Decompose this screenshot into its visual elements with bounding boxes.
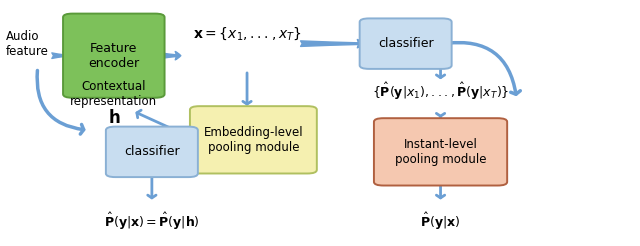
Text: Embedding-level
pooling module: Embedding-level pooling module	[204, 126, 303, 154]
Text: $\mathbf{h}$: $\mathbf{h}$	[108, 109, 120, 127]
FancyBboxPatch shape	[360, 18, 452, 69]
Text: $\{\hat{\mathbf{P}}(\mathbf{y}|x_1), ..., \hat{\mathbf{P}}(\mathbf{y}|x_T)\}$: $\{\hat{\mathbf{P}}(\mathbf{y}|x_1), ...…	[372, 81, 509, 102]
Text: Contextual
representation: Contextual representation	[70, 80, 157, 108]
Text: Audio
feature: Audio feature	[6, 30, 49, 58]
FancyBboxPatch shape	[106, 127, 198, 177]
Text: classifier: classifier	[378, 37, 433, 50]
Text: Feature
encoder: Feature encoder	[88, 42, 140, 70]
Text: $\mathbf{x} = \{x_1, ..., x_T\}$: $\mathbf{x} = \{x_1, ..., x_T\}$	[193, 26, 301, 43]
FancyBboxPatch shape	[190, 106, 317, 173]
Text: Instant-level
pooling module: Instant-level pooling module	[395, 138, 486, 166]
FancyBboxPatch shape	[374, 118, 507, 185]
Text: $\hat{\mathbf{P}}(\mathbf{y}|\mathbf{x})=\hat{\mathbf{P}}(\mathbf{y}|\mathbf{h}): $\hat{\mathbf{P}}(\mathbf{y}|\mathbf{x})…	[104, 211, 200, 232]
Text: $\hat{\mathbf{P}}(\mathbf{y}|\mathbf{x})$: $\hat{\mathbf{P}}(\mathbf{y}|\mathbf{x})…	[420, 211, 461, 232]
Text: classifier: classifier	[124, 145, 180, 158]
FancyBboxPatch shape	[63, 14, 164, 98]
